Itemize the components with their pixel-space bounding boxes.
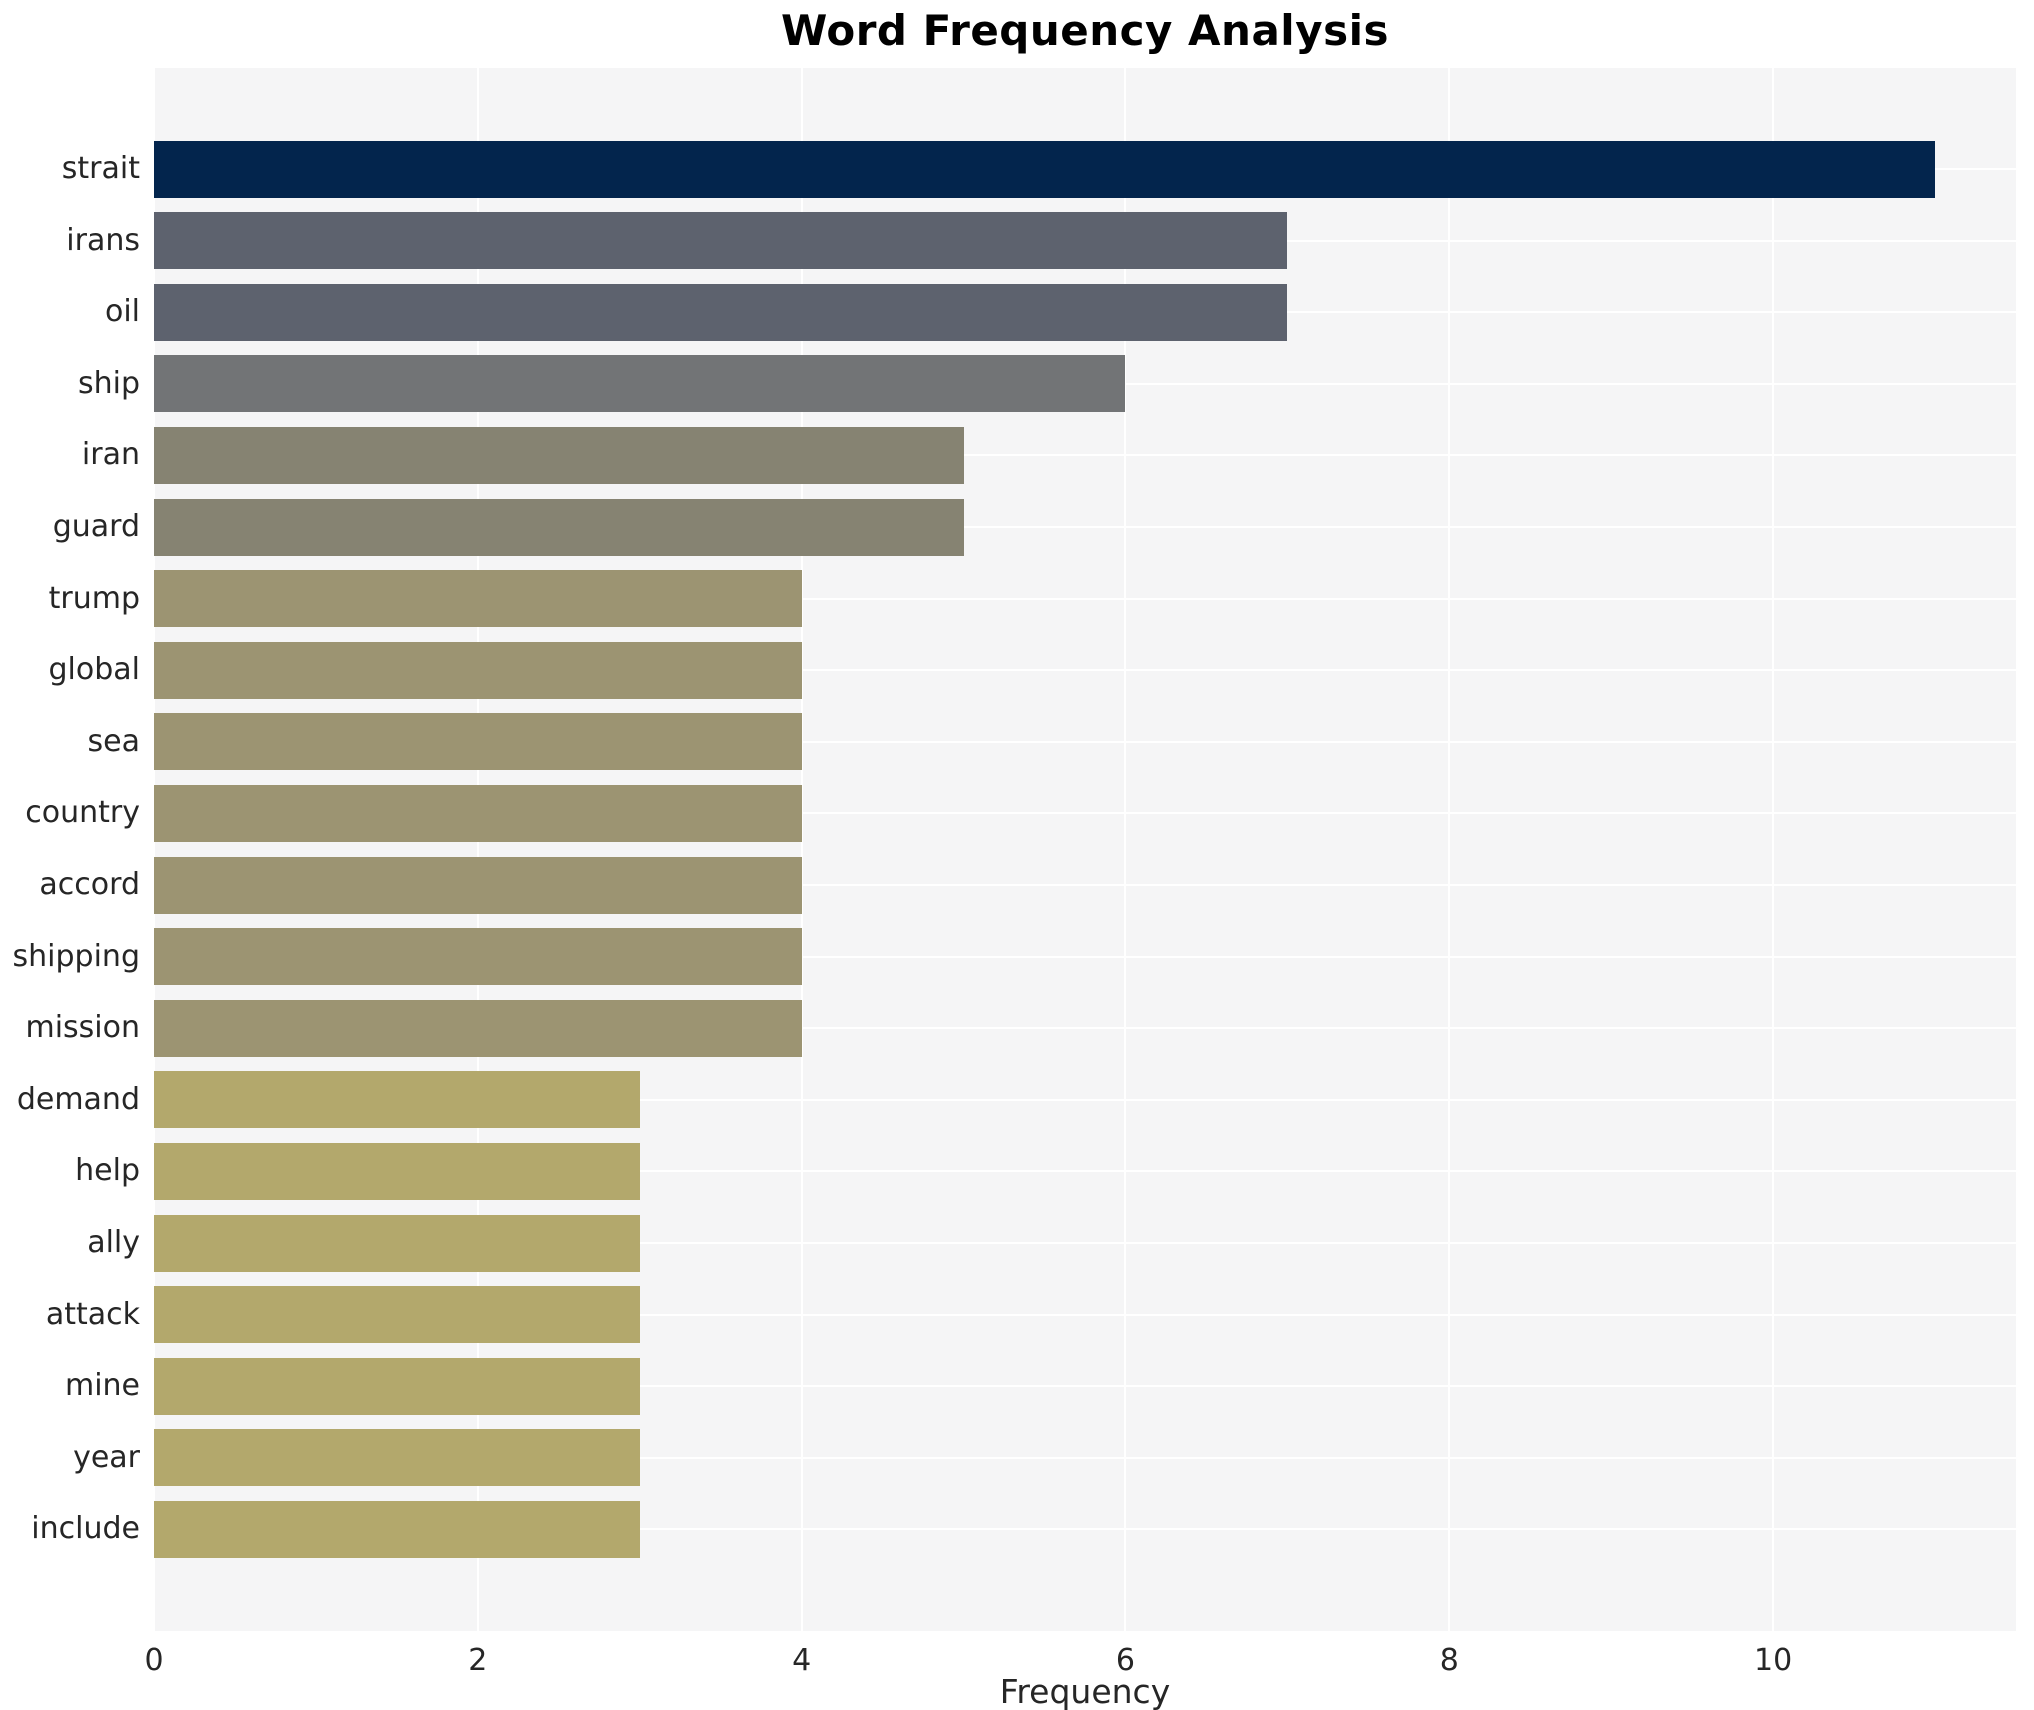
plot-area (153, 68, 2016, 1631)
grid-line-horizontal (154, 1313, 2016, 1316)
y-tick-label: strait (61, 151, 140, 186)
y-tick-label: guard (52, 509, 140, 544)
y-tick-label: mine (64, 1368, 140, 1404)
bar-year (154, 1429, 640, 1487)
grid-line-horizontal (154, 1385, 2016, 1388)
grid-line-horizontal (154, 1456, 2016, 1459)
bar-irans (154, 212, 1288, 270)
x-tick-label: 4 (792, 1643, 812, 1678)
grid-line-horizontal (154, 526, 2016, 528)
bar-oil (154, 283, 1288, 341)
x-tick-label: 6 (1115, 1643, 1136, 1678)
bar-ally (154, 1214, 640, 1272)
y-tick-label: attack (45, 1296, 140, 1332)
grid-line-horizontal (154, 597, 2016, 600)
bar-guard (154, 498, 964, 556)
y-tick-label: sea (87, 723, 140, 759)
chart-title: Word Frequency Analysis (781, 6, 1389, 55)
bar-mission (154, 999, 802, 1057)
grid-line-horizontal (154, 1170, 2016, 1173)
y-tick-label: irans (66, 222, 140, 258)
y-tick-label: country (25, 795, 140, 831)
bar-include (154, 1500, 640, 1558)
y-tick-label: ally (87, 1225, 140, 1260)
bar-shipping (154, 928, 802, 986)
bar-attack (154, 1286, 640, 1344)
y-tick-label: mission (25, 1010, 140, 1046)
bar-demand (154, 1071, 640, 1129)
bar-global (154, 641, 802, 699)
grid-line-vertical (1772, 68, 1775, 1631)
grid-line-vertical (1448, 68, 1451, 1631)
bar-sea (154, 713, 802, 771)
x-axis-label: Frequency (999, 1672, 1171, 1710)
grid-line-horizontal (154, 812, 2016, 815)
y-tick-label: oil (104, 294, 140, 330)
bar-country (154, 784, 802, 842)
grid-line-horizontal (154, 454, 2016, 457)
bar-accord (154, 856, 802, 914)
bar-ship (154, 355, 1126, 413)
grid-line-vertical (1124, 68, 1127, 1631)
grid-line-horizontal (154, 669, 2016, 672)
bar-mine (154, 1357, 640, 1415)
y-tick-label: shipping (12, 938, 140, 974)
y-tick-label: year (73, 1439, 140, 1475)
y-tick-label: global (48, 652, 141, 688)
grid-line-vertical (476, 68, 479, 1631)
bar-strait (154, 140, 1936, 198)
grid-line-horizontal (154, 1027, 2016, 1030)
y-tick-label: ship (77, 365, 140, 401)
x-tick-label: 0 (144, 1643, 164, 1678)
bar-trump (154, 570, 802, 628)
grid-line-horizontal (154, 955, 2016, 958)
grid-line-horizontal (154, 1098, 2016, 1101)
bar-iran (154, 426, 964, 484)
bar-help (154, 1142, 640, 1200)
grid-line-vertical (153, 68, 155, 1631)
y-tick-label: help (75, 1153, 140, 1189)
x-tick-label: 8 (1439, 1643, 1459, 1678)
grid-line-horizontal (154, 1528, 2016, 1531)
grid-line-vertical (800, 68, 803, 1631)
y-tick-label: accord (39, 867, 140, 902)
y-tick-label: iran (81, 437, 140, 473)
y-tick-label: demand (16, 1081, 140, 1117)
grid-line-horizontal (154, 1242, 2016, 1244)
grid-line-horizontal (154, 740, 2016, 743)
x-tick-label: 2 (468, 1643, 488, 1678)
grid-line-horizontal (154, 884, 2016, 886)
y-tick-label: trump (48, 580, 140, 616)
y-tick-label: include (31, 1511, 140, 1547)
x-tick-label: 10 (1754, 1643, 1793, 1678)
